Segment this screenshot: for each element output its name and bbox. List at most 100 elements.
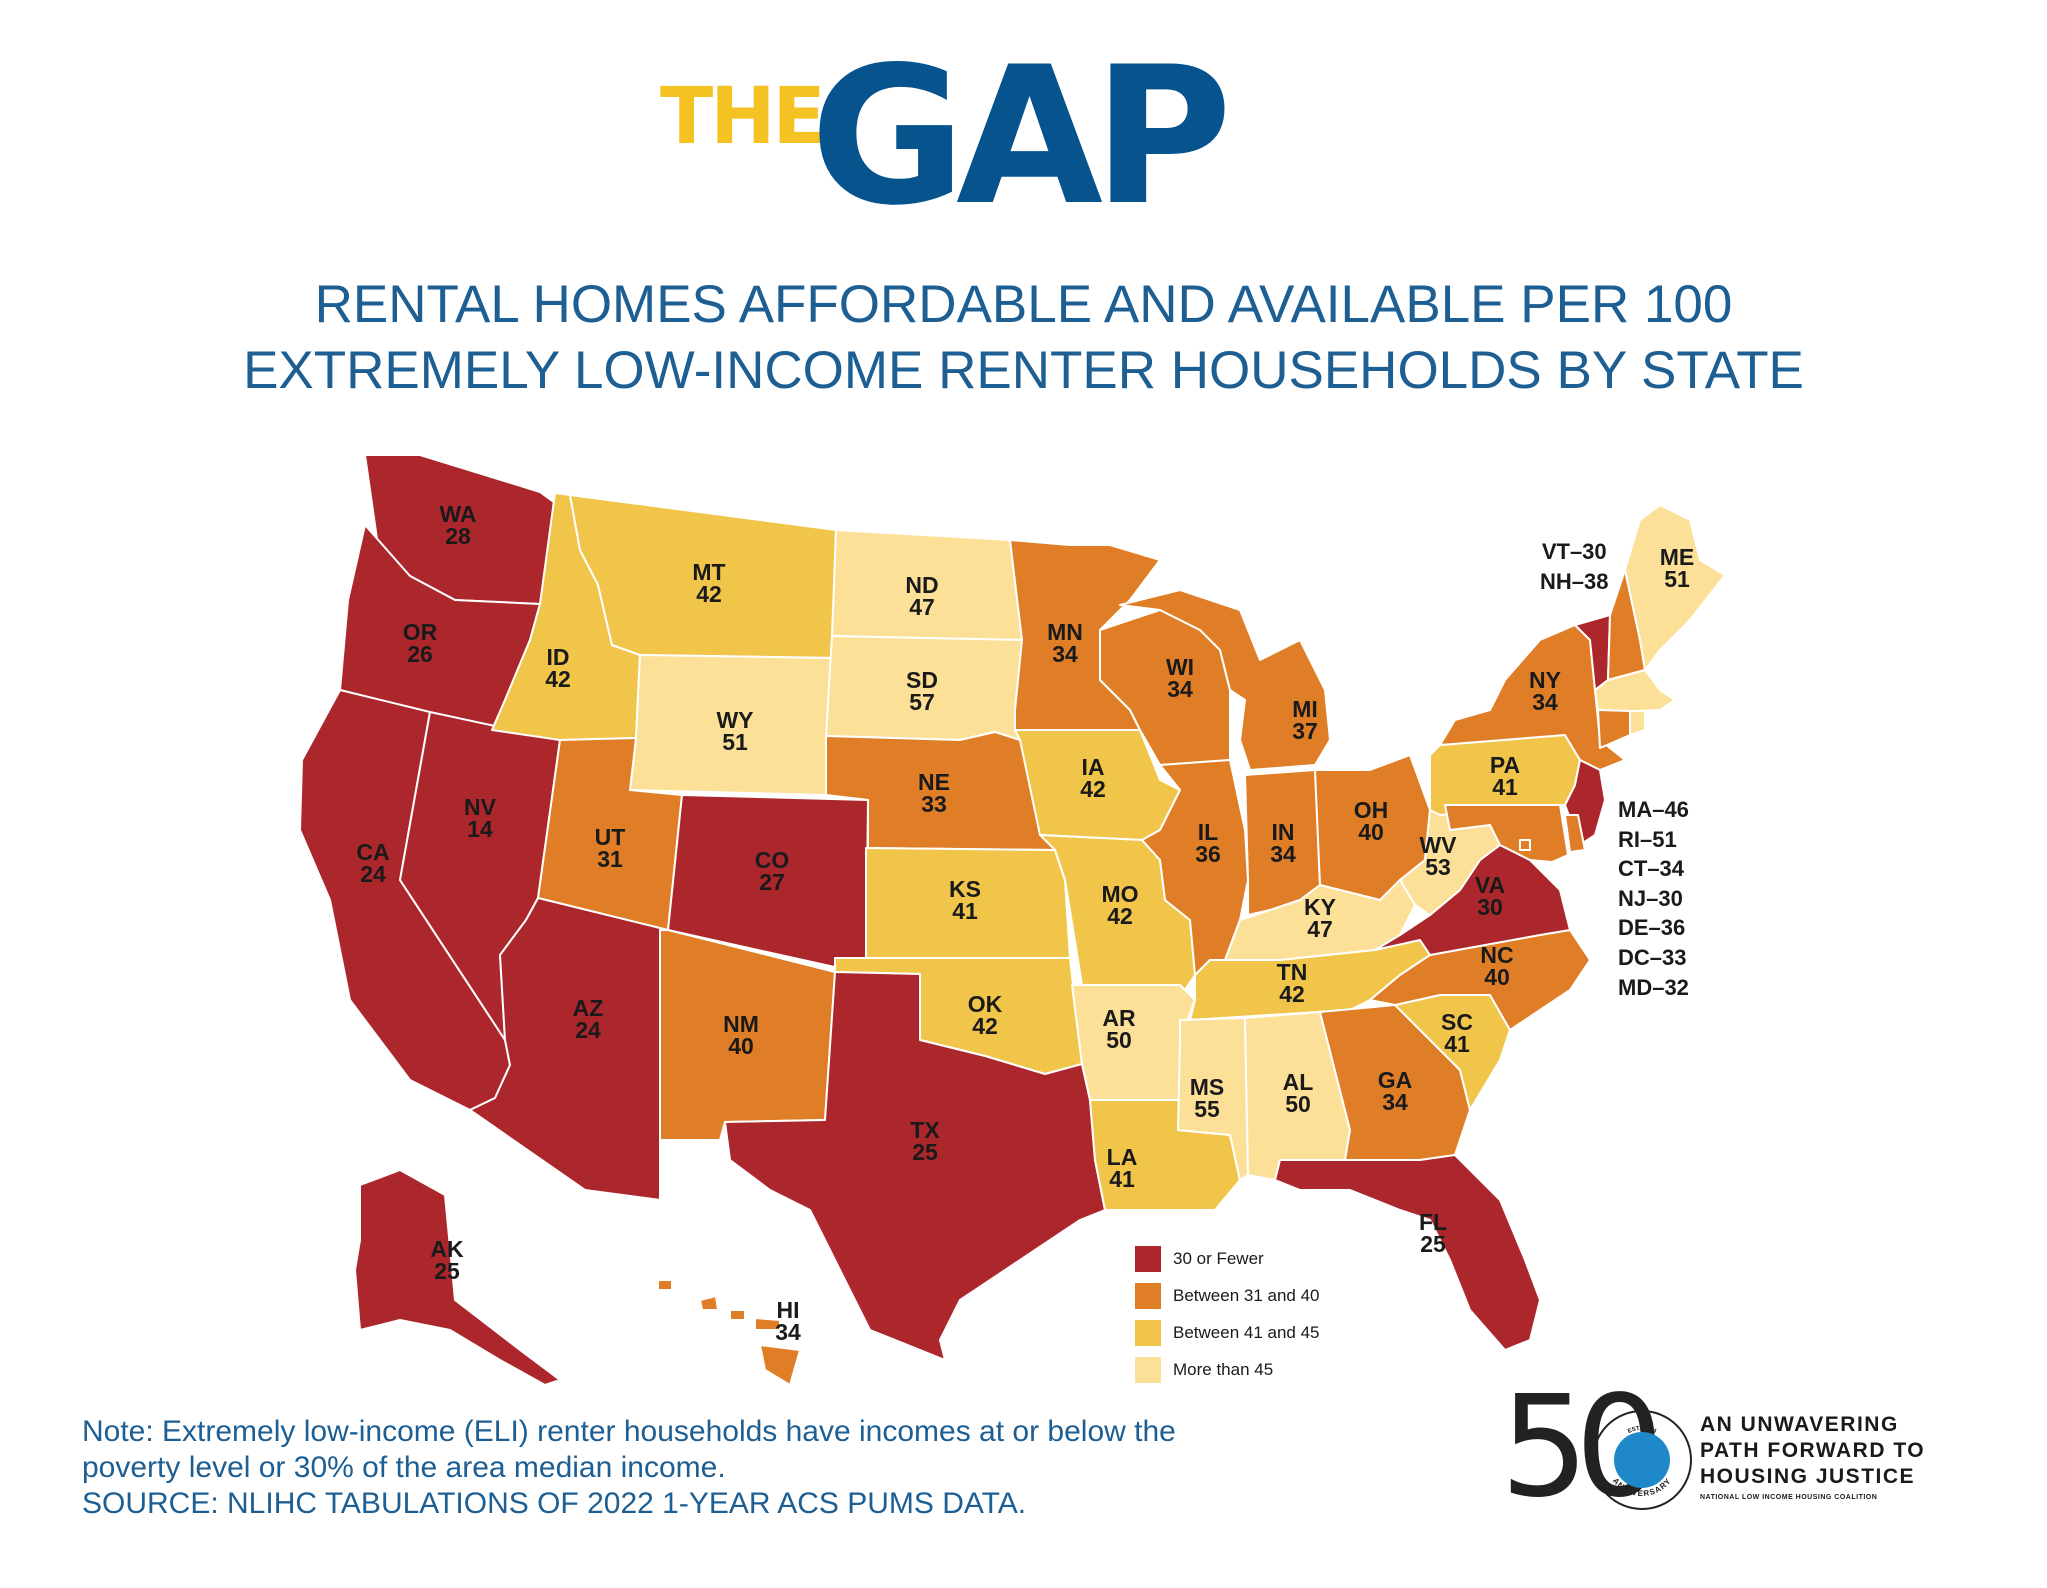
state-value-wy: 51 [722,729,748,755]
state-label-az: AZ [573,995,604,1021]
state-value-ia: 42 [1080,776,1106,802]
state-label-ne: NE [918,769,950,795]
logo-the: THE [660,72,826,162]
seal-text: ANNIVERSARY [1611,1476,1672,1498]
state-value-me: 51 [1664,566,1690,592]
note-line-2: poverty level or 30% of the area median … [82,1451,726,1484]
note-line-1: Note: Extremely low-income (ELI) renter … [82,1415,1176,1448]
state-value-mn: 34 [1052,641,1078,667]
legend-swatch [1135,1245,1161,1272]
house-icon [1614,1432,1670,1488]
state-label-tn: TN [1277,959,1308,985]
state-label-in: IN [1272,819,1295,845]
state-value-ga: 34 [1382,1089,1408,1115]
state-value-ms: 55 [1194,1096,1220,1122]
seal-ring: ANNIVERSARY EST. 1974 [1611,1426,1673,1498]
state-label-or: OR [403,619,438,645]
state-value-hi: 34 [775,1319,801,1345]
seal-top-text: EST. 1974 [1627,1426,1658,1435]
state-value-il: 36 [1195,841,1221,867]
title-line-1: RENTAL HOMES AFFORDABLE AND AVAILABLE PE… [314,275,1733,334]
state-value-id: 42 [545,666,571,692]
state-label-nv: NV [464,794,497,820]
title-line-2: EXTREMELY LOW-INCOME RENTER HOUSEHOLDS B… [243,341,1804,400]
state-label-me: ME [1660,544,1695,570]
state-HI [657,1279,801,1386]
list-item-nj: NJ–30 [1618,885,1683,911]
legend-label: More than 45 [1173,1359,1274,1379]
state-value-ny: 34 [1532,689,1558,715]
state-label-mi: MI [1292,696,1318,722]
svg-text:EST. 1974: EST. 1974 [1627,1426,1658,1435]
state-value-ne: 33 [921,791,947,817]
anniversary-seal-icon: ANNIVERSARY EST. 1974 [1592,1410,1692,1510]
state-AK [354,1169,561,1386]
state-label-mt: MT [692,559,725,585]
state-label-ar: AR [1102,1005,1136,1031]
tagline: AN UNWAVERING PATH FORWARD TO HOUSING JU… [1700,1412,1925,1490]
state-label-hi: HI [777,1297,800,1323]
state-label-co: CO [755,847,790,873]
footnote: Note: Extremely low-income (ELI) renter … [82,1414,1382,1522]
legend: 30 or Fewer Between 31 and 40 Between 41… [1135,1240,1375,1388]
state-AR [1071,984,1196,1101]
state-label-fl: FL [1419,1209,1447,1235]
state-label-wy: WY [716,707,753,733]
list-item-de: DE–36 [1618,915,1686,941]
state-value-mo: 42 [1107,903,1133,929]
state-label-ms: MS [1190,1074,1225,1100]
legend-swatch [1135,1319,1161,1346]
state-WY [629,654,833,796]
state-label-sc: SC [1441,1009,1473,1035]
state-label-il: IL [1198,819,1218,845]
list-item-ri: RI–51 [1618,826,1677,852]
state-value-wa: 28 [445,523,471,549]
state-value-mt: 42 [696,581,722,607]
state-RI [1629,710,1646,736]
ne-item-vt: VT–30 [1541,539,1607,564]
state-DE [1564,814,1586,853]
svg-text:ANNIVERSARY: ANNIVERSARY [1611,1476,1673,1498]
legend-item-band4: More than 45 [1135,1351,1375,1388]
state-label-ny: NY [1529,667,1561,693]
state-value-sd: 57 [909,689,935,715]
state-value-nv: 14 [467,816,493,842]
state-label-tx: TX [910,1117,940,1143]
state-label-al: AL [1283,1069,1314,1095]
state-value-nd: 47 [909,594,935,620]
legend-swatch [1135,1282,1161,1309]
state-label-id: ID [547,644,570,670]
state-value-tx: 25 [912,1139,938,1165]
legend-item-band2: Between 31 and 40 [1135,1277,1375,1314]
state-value-fl: 25 [1420,1231,1446,1257]
the-gap-logo: THE GAP [660,42,1280,242]
state-value-wi: 34 [1167,676,1193,702]
page-title: RENTAL HOMES AFFORDABLE AND AVAILABLE PE… [0,272,2047,404]
state-value-az: 24 [575,1017,601,1043]
state-value-ky: 47 [1307,916,1333,942]
state-value-tn: 42 [1279,981,1305,1007]
state-label-ky: KY [1304,894,1336,920]
state-label-pa: PA [1490,752,1520,778]
legend-label: 30 or Fewer [1173,1248,1264,1268]
state-value-nc: 40 [1484,964,1510,990]
list-item-ct: CT–34 [1618,856,1685,882]
state-label-ok: OK [968,991,1003,1017]
tagline-line-3: HOUSING JUSTICE [1700,1465,1916,1488]
state-KS [865,847,1071,959]
state-label-wi: WI [1166,654,1194,680]
tagline-line-2: PATH FORWARD TO [1700,1439,1926,1462]
state-value-ak: 25 [434,1258,460,1284]
state-value-in: 34 [1270,841,1296,867]
state-label-va: VA [1475,872,1505,898]
list-item-dc: DC–33 [1618,944,1687,970]
state-value-wv: 53 [1425,854,1451,880]
state-value-sc: 41 [1444,1031,1470,1057]
state-value-or: 26 [407,641,433,667]
state-label-ga: GA [1378,1067,1413,1093]
state-label-ks: KS [949,876,981,902]
state-label-ut: UT [595,824,626,850]
state-label-sd: SD [906,667,938,693]
state-TX [724,971,1106,1361]
